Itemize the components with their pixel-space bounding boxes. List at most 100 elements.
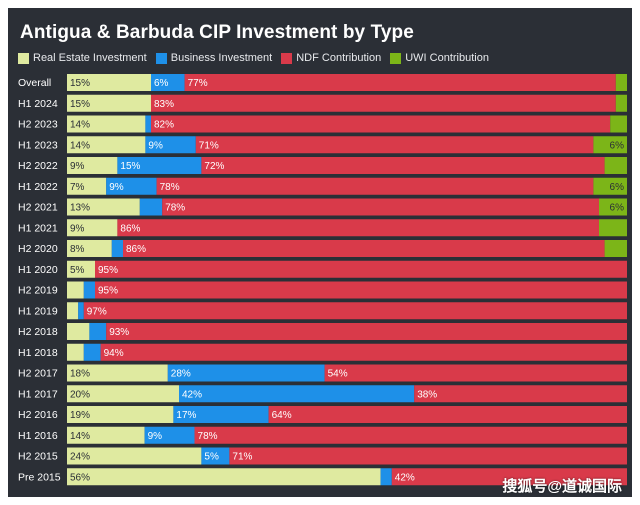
- bar-segment: [195, 136, 594, 154]
- data-label: 97%: [87, 306, 107, 317]
- bar-segment: [194, 426, 627, 444]
- legend-label: UWI Contribution: [405, 52, 489, 64]
- category-label: H1 2022: [18, 181, 58, 193]
- category-label: H1 2024: [18, 98, 58, 110]
- bar-segment: [604, 157, 627, 174]
- bar-segment: [599, 198, 627, 216]
- bar-segment: [167, 364, 325, 382]
- data-label: 20%: [70, 389, 90, 400]
- bar-segment: [184, 74, 616, 91]
- data-label: 14%: [70, 431, 90, 442]
- bar-segment: [67, 364, 168, 382]
- bar-segment: [151, 115, 611, 133]
- data-label: 95%: [98, 265, 118, 276]
- category-label: H2 2020: [18, 243, 58, 255]
- data-label: 9%: [109, 182, 124, 193]
- category-label: H1 2021: [18, 222, 58, 234]
- legend-swatch: [18, 52, 29, 64]
- data-label: 54%: [328, 369, 348, 380]
- legend-label: Real Estate Investment: [33, 52, 147, 64]
- data-label: 17%: [176, 410, 196, 421]
- bar-segment: [67, 157, 118, 174]
- data-label: 9%: [70, 161, 85, 172]
- data-label: 14%: [70, 120, 90, 131]
- bar-segment: [67, 385, 179, 403]
- legend-swatch: [281, 52, 293, 64]
- category-label: H1 2019: [18, 305, 58, 317]
- bar-segment: [95, 281, 627, 299]
- bar-segment: [201, 157, 605, 174]
- bar-segment: [144, 426, 195, 444]
- data-label: 64%: [272, 410, 292, 421]
- watermark: 搜狐号@道诚国际: [502, 478, 622, 495]
- category-label: Pre 2015: [18, 471, 61, 483]
- bar-segment: [67, 468, 381, 486]
- bar-segment: [380, 468, 392, 486]
- bar-segment: [67, 426, 145, 444]
- bar-segment: [268, 406, 627, 423]
- data-label: 13%: [70, 203, 90, 214]
- bar-segment: [67, 302, 79, 320]
- data-label: 6%: [610, 203, 625, 214]
- data-label: 78%: [160, 182, 180, 193]
- data-label: 94%: [104, 348, 124, 359]
- bar-segment: [67, 198, 140, 216]
- data-label: 24%: [70, 452, 90, 463]
- data-label: 28%: [171, 369, 191, 380]
- data-label: 15%: [120, 161, 140, 172]
- bar-segment: [145, 115, 151, 133]
- bar-segment: [615, 74, 627, 91]
- data-label: 9%: [70, 223, 85, 234]
- bar-segment: [173, 406, 269, 423]
- legend-label: Business Investment: [170, 52, 273, 64]
- data-label: 78%: [165, 203, 185, 214]
- category-label: H1 2018: [18, 347, 58, 359]
- bar-segment: [151, 74, 185, 91]
- data-label: 72%: [204, 161, 224, 172]
- bar-segment: [67, 136, 146, 154]
- bar-segment: [229, 447, 627, 465]
- bar-segment: [151, 94, 616, 112]
- data-label: 8%: [70, 244, 85, 255]
- category-label: H2 2021: [18, 202, 58, 214]
- bar-segment: [106, 323, 627, 340]
- data-label: 95%: [98, 286, 118, 297]
- bar-segment: [179, 385, 415, 403]
- bar-segment: [83, 302, 628, 320]
- category-label: H2 2019: [18, 285, 58, 297]
- bar-segment: [156, 177, 594, 195]
- data-label: 6%: [154, 78, 169, 89]
- data-label: 78%: [198, 431, 218, 442]
- bar-segment: [83, 281, 95, 299]
- category-label: H2 2023: [18, 119, 58, 131]
- data-label: 83%: [154, 99, 174, 110]
- bar-segment: [67, 115, 146, 133]
- bar-segment: [162, 198, 599, 216]
- bar-segment: [201, 447, 230, 465]
- bar-segment: [117, 219, 600, 237]
- bar-segment: [67, 406, 174, 423]
- data-label: 6%: [610, 140, 625, 151]
- data-label: 14%: [70, 140, 90, 151]
- bar-segment: [100, 343, 628, 361]
- bar-segment: [391, 468, 627, 486]
- legend-item: Real Estate Investment: [18, 52, 147, 64]
- data-label: 18%: [70, 369, 90, 380]
- bar-segment: [599, 219, 627, 237]
- category-label: H1 2020: [18, 264, 58, 276]
- data-label: 77%: [188, 78, 208, 89]
- data-label: 5%: [204, 452, 219, 463]
- bar-segment: [615, 94, 627, 112]
- data-label: 42%: [182, 389, 202, 400]
- data-label: 9%: [148, 140, 163, 151]
- category-label: H2 2016: [18, 409, 58, 421]
- bar-segment: [593, 136, 627, 154]
- data-label: 56%: [70, 472, 90, 483]
- legend-item: NDF Contribution: [281, 52, 381, 64]
- data-label: 5%: [70, 265, 85, 276]
- bar-segment: [414, 385, 627, 403]
- data-label: 9%: [148, 431, 163, 442]
- bar-segment: [89, 323, 107, 340]
- legend-item: Business Investment: [155, 52, 273, 64]
